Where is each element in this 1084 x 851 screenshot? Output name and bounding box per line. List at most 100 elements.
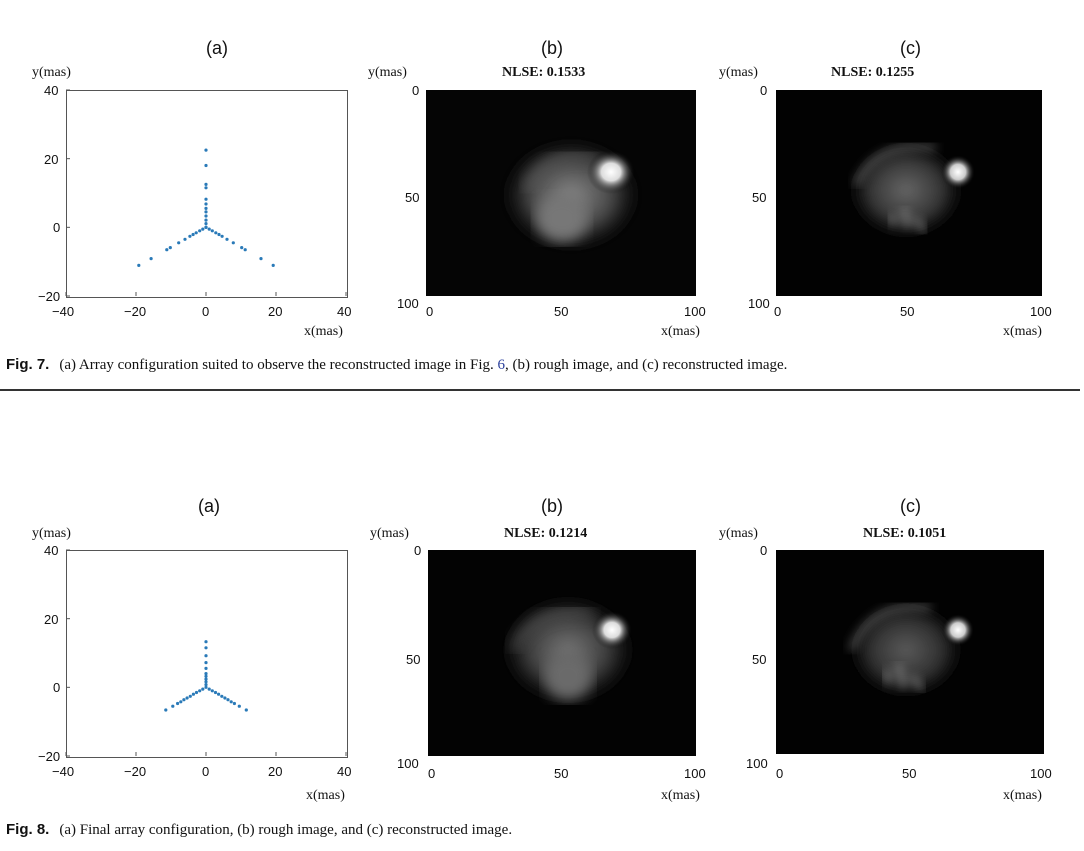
x-tick: −40 xyxy=(52,764,75,779)
panel-c-label: (c) xyxy=(900,496,921,516)
figure-8: (a) y(mas) 40 20 0 −20 −40 −20 0 20 40 x… xyxy=(0,460,1084,851)
panel-a-plot-area xyxy=(66,90,348,298)
antenna-point xyxy=(226,698,230,702)
x-tick: 50 xyxy=(554,766,569,781)
antenna-point xyxy=(207,227,211,231)
panel-b-xlabel: x(mas) xyxy=(661,324,700,339)
panel-b-ylabel: y(mas) xyxy=(368,65,407,80)
rough-image xyxy=(426,90,696,296)
x-tick: 20 xyxy=(268,764,283,779)
x-tick: −20 xyxy=(124,304,147,319)
panel-a-xlabel: x(mas) xyxy=(304,324,343,339)
antenna-point xyxy=(271,263,275,267)
x-tick: −20 xyxy=(124,764,147,779)
y-tick: 100 xyxy=(746,756,768,771)
y-tick: 100 xyxy=(397,296,419,311)
x-tick: −40 xyxy=(52,304,75,319)
antenna-point xyxy=(194,231,198,235)
antenna-point xyxy=(204,225,208,229)
antenna-point xyxy=(204,202,208,206)
antenna-point xyxy=(204,163,208,168)
antenna-point xyxy=(229,700,233,704)
antenna-point xyxy=(244,708,248,712)
antenna-point xyxy=(217,692,221,696)
figure-ref-link[interactable]: 6 xyxy=(497,357,506,373)
antenna-point xyxy=(223,696,227,700)
antenna-point xyxy=(165,248,169,252)
figure-7-caption: Fig. 7. (a) Array configuration suited to… xyxy=(6,356,788,373)
antenna-point xyxy=(259,257,263,261)
y-tick: 40 xyxy=(44,543,59,558)
antenna-point xyxy=(171,704,175,708)
antenna-point xyxy=(198,229,202,233)
antenna-point xyxy=(232,701,236,706)
antenna-point xyxy=(164,708,168,712)
antenna-point xyxy=(231,241,235,245)
panel-c-label: (c) xyxy=(900,38,921,58)
antenna-point xyxy=(207,687,211,691)
panel-a-scatter xyxy=(65,89,347,297)
antenna-point xyxy=(177,241,181,245)
antenna-point xyxy=(188,234,192,238)
x-tick: 100 xyxy=(1030,304,1052,319)
rough-image-render xyxy=(426,90,696,296)
x-tick: 0 xyxy=(202,304,210,319)
antenna-point xyxy=(168,246,172,250)
panel-c-ylabel: y(mas) xyxy=(719,65,758,80)
y-tick: −20 xyxy=(38,749,61,764)
reconstructed-image-render xyxy=(776,550,1044,754)
panel-a-scatter xyxy=(65,549,347,757)
panel-c-ylabel: y(mas) xyxy=(719,526,758,541)
panel-b-nlse: NLSE: 0.1533 xyxy=(502,65,586,80)
panel-c-nlse: NLSE: 0.1255 xyxy=(831,65,915,80)
y-tick: 20 xyxy=(44,612,59,627)
antenna-point xyxy=(210,229,214,233)
panel-b-label: (b) xyxy=(541,496,563,516)
x-tick: 100 xyxy=(1030,766,1052,781)
y-tick: 40 xyxy=(44,83,59,98)
reconstructed-image xyxy=(776,90,1042,296)
antenna-point xyxy=(204,197,208,201)
x-tick: 100 xyxy=(684,304,706,319)
antenna-point xyxy=(204,206,208,210)
x-tick: 0 xyxy=(428,766,436,781)
antenna-point xyxy=(220,234,224,238)
antenna-point xyxy=(176,701,180,706)
antenna-point xyxy=(213,690,218,695)
antenna-point xyxy=(214,231,218,235)
antenna-point xyxy=(204,182,208,186)
y-tick: 50 xyxy=(405,190,420,205)
antenna-point xyxy=(191,232,195,237)
antenna-point xyxy=(204,186,208,190)
antenna-point xyxy=(204,218,208,222)
y-tick: 100 xyxy=(748,296,770,311)
y-tick: −20 xyxy=(38,289,61,304)
rough-image xyxy=(428,550,696,756)
y-tick: 0 xyxy=(53,680,61,695)
panel-c-xlabel: x(mas) xyxy=(1003,324,1042,339)
x-tick: 50 xyxy=(554,304,569,319)
y-tick: 20 xyxy=(44,152,59,167)
figure-8-caption: Fig. 8. (a) Final array configuration, (b… xyxy=(6,821,513,838)
antenna-point xyxy=(204,222,208,226)
y-tick: 0 xyxy=(412,83,420,98)
panel-a-xlabel: x(mas) xyxy=(306,788,345,803)
antenna-point xyxy=(182,698,186,702)
antenna-point xyxy=(243,248,247,252)
panel-a-ylabel: y(mas) xyxy=(32,65,71,80)
antenna-point xyxy=(188,694,192,698)
panel-a-plot-area xyxy=(66,550,348,758)
antenna-point xyxy=(191,692,195,696)
x-tick: 40 xyxy=(337,764,352,779)
section-divider xyxy=(0,389,1080,391)
antenna-point xyxy=(204,640,208,644)
antenna-point xyxy=(217,232,221,237)
antenna-point xyxy=(204,661,208,665)
y-tick: 100 xyxy=(397,756,419,771)
figure-number: Fig. 7. xyxy=(6,356,50,373)
y-tick: 0 xyxy=(414,543,422,558)
x-tick: 0 xyxy=(776,766,784,781)
antenna-point xyxy=(210,689,214,693)
antenna-point xyxy=(204,680,208,684)
panel-b-label: (b) xyxy=(541,38,563,58)
